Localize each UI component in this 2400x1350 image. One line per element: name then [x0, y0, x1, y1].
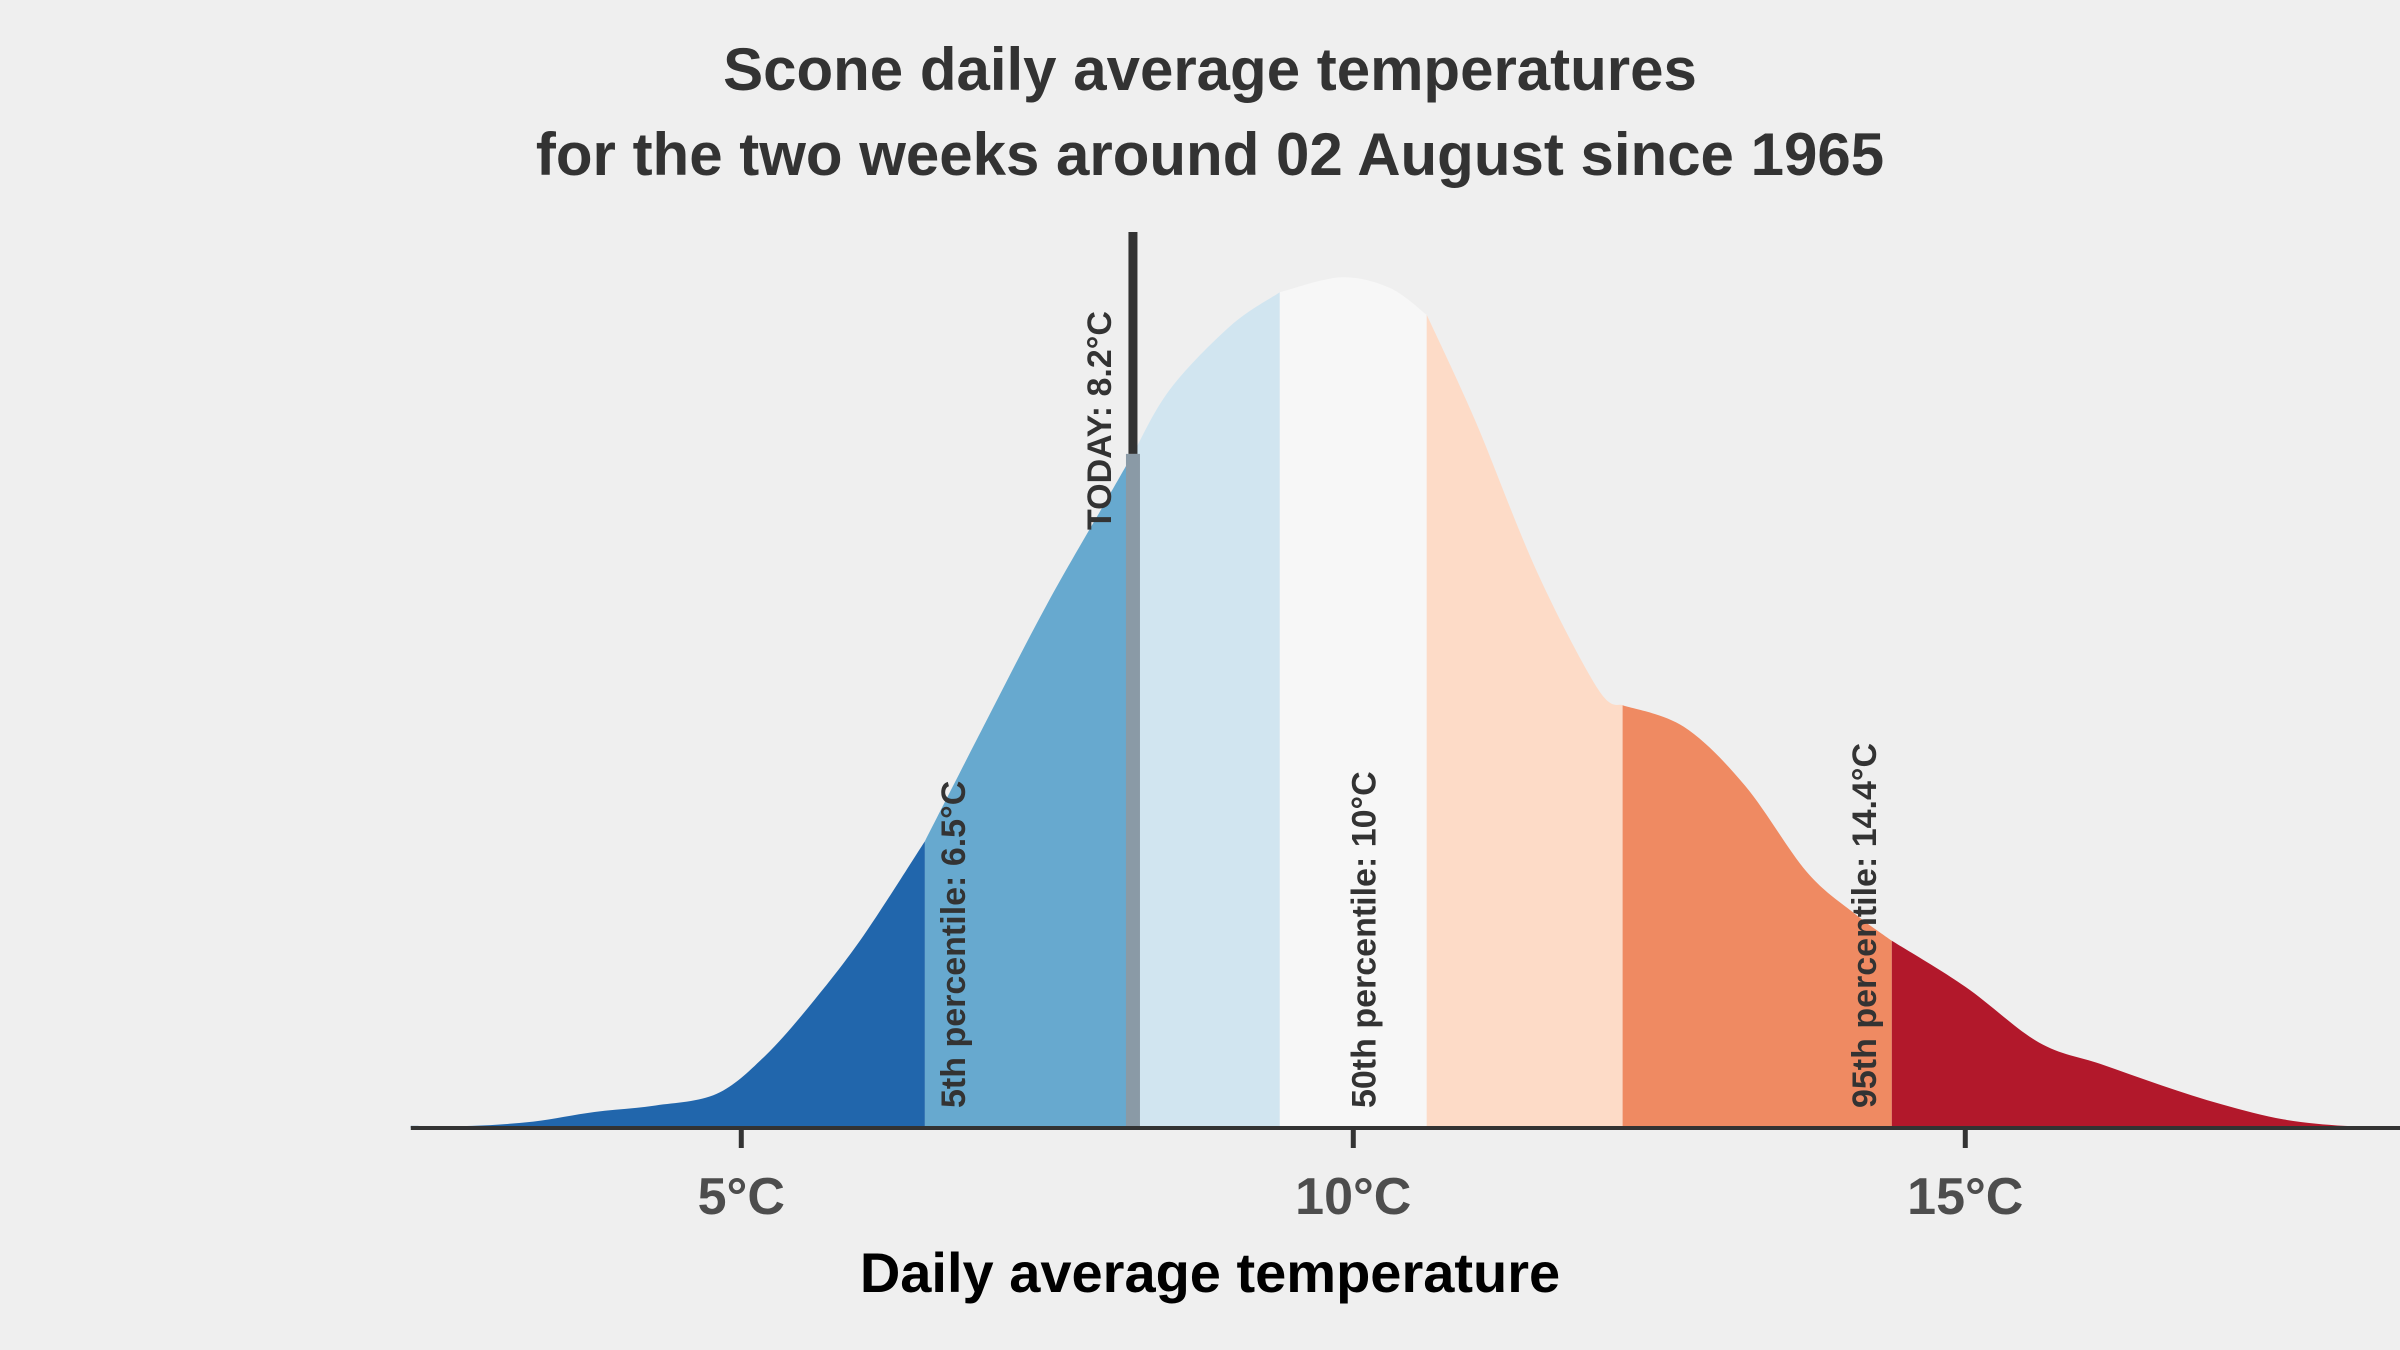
x-tick-label: 15°C	[1907, 1168, 2023, 1226]
percentile-label: 50th percentile: 10°C	[1345, 771, 1383, 1108]
x-axis-ticks: 5°C10°C15°C20°C	[698, 1130, 2023, 1226]
chart-title-line-2: for the two weeks around 02 August since…	[536, 121, 1884, 188]
density-band-1	[410, 841, 925, 1128]
density-band-7	[1891, 940, 2400, 1128]
density-band-4	[1279, 277, 1427, 1128]
chart-title-line-1: Scone daily average temperatures	[723, 36, 1697, 103]
percentile-annotations: 5th percentile: 6.5°C 50th percentile: 10…	[935, 743, 1884, 1108]
x-tick-label: 10°C	[1295, 1168, 1411, 1226]
density-band-5	[1426, 314, 1623, 1128]
density-band-2	[924, 453, 1133, 1128]
percentile-label: 95th percentile: 14.4°C	[1846, 743, 1884, 1108]
x-axis-label: Daily average temperature	[860, 1241, 1560, 1304]
density-band-6	[1622, 705, 1892, 1128]
x-tick-label: 5°C	[698, 1168, 785, 1226]
density-bands	[410, 277, 2400, 1128]
today-label: TODAY: 8.2°C	[1081, 311, 1119, 530]
percentile-label: 5th percentile: 6.5°C	[935, 781, 973, 1108]
density-band-3	[1133, 292, 1280, 1128]
today-shade	[1125, 453, 1140, 1128]
today-marker	[1125, 232, 1140, 1128]
